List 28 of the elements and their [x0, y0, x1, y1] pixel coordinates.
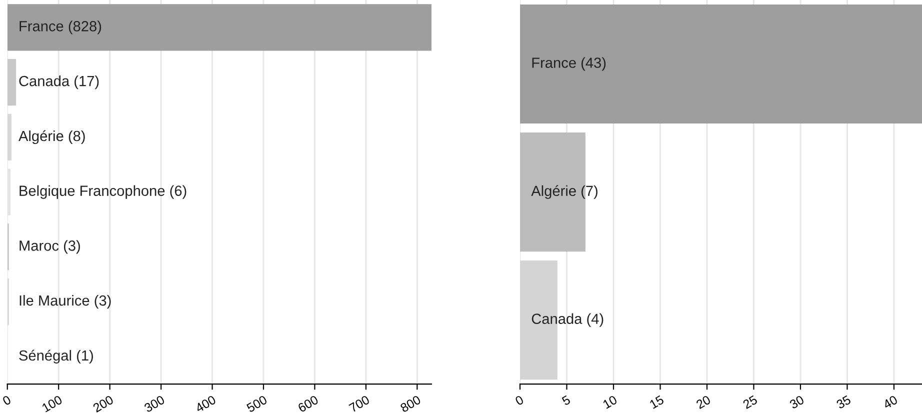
x-tick-label: 600	[297, 395, 319, 413]
y-tick-label: Canada (17)	[19, 76, 99, 90]
x-tick-label: 200	[92, 395, 114, 413]
x-tick-label: 30	[789, 395, 805, 410]
x-tick-label: 100	[42, 395, 63, 412]
y-tick-label: Sénégal (1)	[19, 350, 93, 364]
x-tick-label: 0	[514, 395, 524, 406]
y-tick-label: Canada (4)	[532, 313, 604, 327]
x-tick-label: 15	[649, 395, 664, 409]
y-tick-label: Belgique Francophone (6)	[20, 185, 186, 199]
x-tick-label: 10	[602, 395, 618, 409]
x-tick-label: 5	[561, 395, 571, 406]
x-tick-label: 0	[2, 395, 12, 406]
x-tick-label: 20	[696, 395, 712, 410]
y-tick-label: Ile Maurice (3)	[20, 294, 111, 309]
x-tick-label: 400	[194, 395, 216, 413]
x-tick-label: 25	[742, 395, 758, 410]
y-tick-label: France (828)	[20, 20, 102, 34]
x-tick-label: 500	[246, 395, 268, 413]
y-tick-label: Algérie (8)	[18, 130, 85, 144]
x-tick-label: 700	[348, 395, 370, 413]
x-tick-label: 800	[400, 395, 422, 413]
x-tick-label: 40	[882, 395, 898, 410]
x-tick-label: 35	[836, 395, 852, 410]
y-tick-label: France (43)	[532, 57, 606, 71]
y-tick-label: Algérie (7)	[531, 185, 598, 199]
x-tick-label: 300	[144, 395, 166, 413]
y-tick-label: Maroc (3)	[20, 240, 80, 254]
